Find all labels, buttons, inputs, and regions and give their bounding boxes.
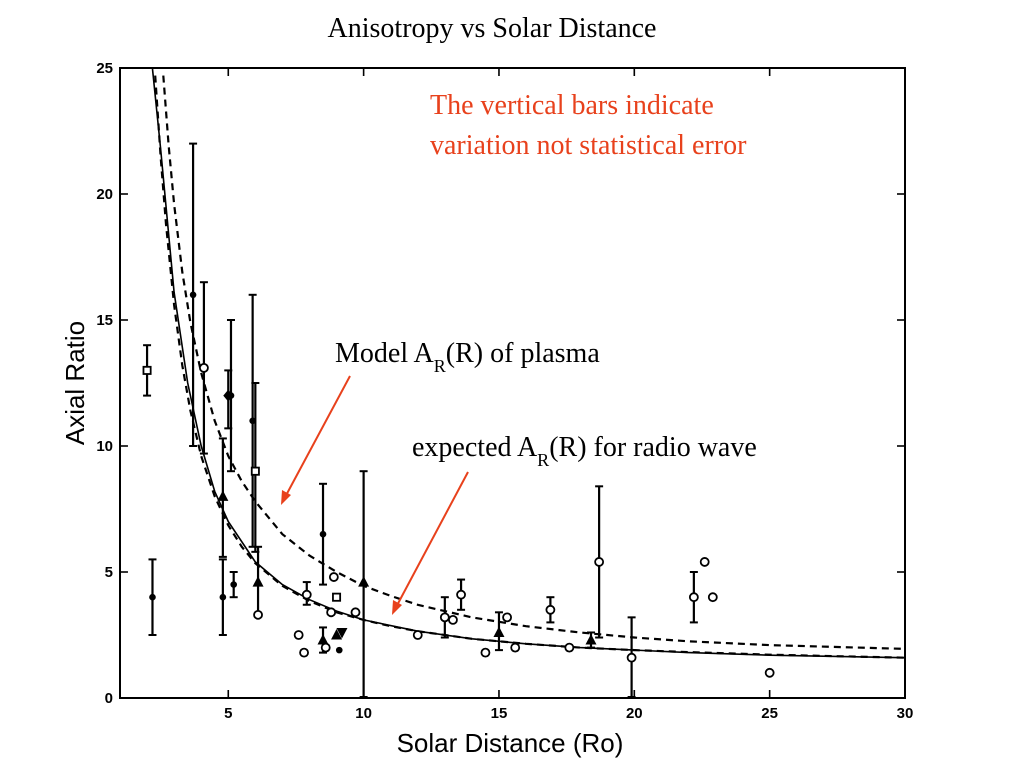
model-label-prefix: Model A	[335, 338, 435, 369]
triangle-marker	[331, 629, 343, 640]
model-arrow	[282, 375, 351, 502]
square-marker	[142, 365, 152, 375]
note-line: The vertical bars indicate	[430, 90, 714, 121]
circle-marker	[594, 557, 605, 567]
triangle-marker	[217, 490, 229, 501]
circle-marker	[320, 642, 331, 653]
triangle-marker	[493, 626, 505, 637]
model-arrow-head	[281, 490, 291, 505]
triangle-marker	[358, 576, 370, 587]
circle-marker	[326, 607, 337, 618]
triangle-down-marker	[336, 627, 348, 639]
circle-marker	[439, 612, 450, 623]
circle-marker	[545, 604, 556, 615]
expected-arrow-head	[392, 600, 402, 615]
circle-marker	[564, 642, 575, 653]
x-tick-label: 25	[761, 705, 778, 722]
dot-marker	[219, 593, 227, 601]
expected-radio-label: expected AR(R) for radio wave	[412, 432, 757, 470]
dot-marker	[189, 291, 197, 299]
variation-note: The vertical bars indicate variation not…	[430, 90, 747, 161]
dot-marker	[227, 392, 235, 399]
circle-marker	[456, 589, 466, 600]
x-tick-label: 5	[224, 705, 232, 722]
circle-marker	[707, 592, 718, 603]
x-axis-label: Solar Distance (Ro)	[397, 728, 624, 758]
circle-marker	[480, 647, 491, 658]
circle-marker	[299, 647, 309, 658]
triangle-marker	[252, 576, 264, 587]
dot-marker	[319, 530, 327, 538]
square-marker	[250, 466, 260, 476]
data-points	[142, 142, 775, 698]
x-tick-label: 20	[626, 705, 643, 722]
x-tick-label: 30	[897, 705, 914, 722]
y-tick-label: 5	[105, 564, 113, 581]
expected-radio-solid-curve	[151, 68, 906, 659]
circle-marker	[199, 362, 209, 373]
circle-marker	[448, 614, 458, 625]
x-tick-label: 15	[491, 705, 508, 722]
circle-marker	[293, 630, 304, 640]
triangle-marker	[585, 634, 597, 645]
circle-marker	[510, 642, 521, 653]
x-tick-label: 10	[355, 705, 372, 722]
circle-marker	[688, 592, 699, 603]
triangle-marker	[317, 634, 329, 645]
y-tick-label: 10	[96, 438, 113, 455]
y-tick-label: 20	[96, 186, 113, 203]
circle-marker	[626, 652, 637, 663]
circle-marker	[253, 609, 263, 620]
note-line: variation not statistical error	[430, 130, 747, 161]
circle-marker	[412, 630, 423, 640]
plot-frame	[119, 67, 906, 699]
model-label-sub: R	[434, 356, 446, 376]
dot-marker	[230, 581, 237, 588]
model-label-suffix: (R) of plasma	[446, 338, 601, 369]
circle-marker	[301, 589, 312, 600]
axis-ticks: 5 10 15 20 25 30 0 5 10 15 20 25	[96, 60, 913, 722]
y-tick-label: 0	[105, 690, 113, 707]
y-tick-label: 25	[96, 60, 113, 77]
y-axis-label: Axial Ratio	[60, 321, 90, 445]
dot-marker	[335, 646, 343, 654]
chart-title: Anisotropy vs Solar Distance	[328, 13, 657, 44]
circle-marker	[328, 572, 339, 582]
expected-label-sub: R	[537, 450, 549, 470]
dot-marker	[149, 593, 156, 601]
circle-marker	[350, 607, 361, 618]
model-plasma-label: Model AR(R) of plasma	[335, 338, 600, 376]
expected-arrow	[393, 471, 469, 612]
expected-label-prefix: expected A	[412, 432, 538, 463]
square-marker	[332, 592, 342, 602]
circle-marker	[699, 557, 710, 567]
circle-marker	[764, 667, 775, 678]
expected-label-suffix: (R) for radio wave	[549, 432, 757, 463]
y-tick-label: 15	[96, 312, 113, 329]
circle-marker	[502, 612, 512, 623]
